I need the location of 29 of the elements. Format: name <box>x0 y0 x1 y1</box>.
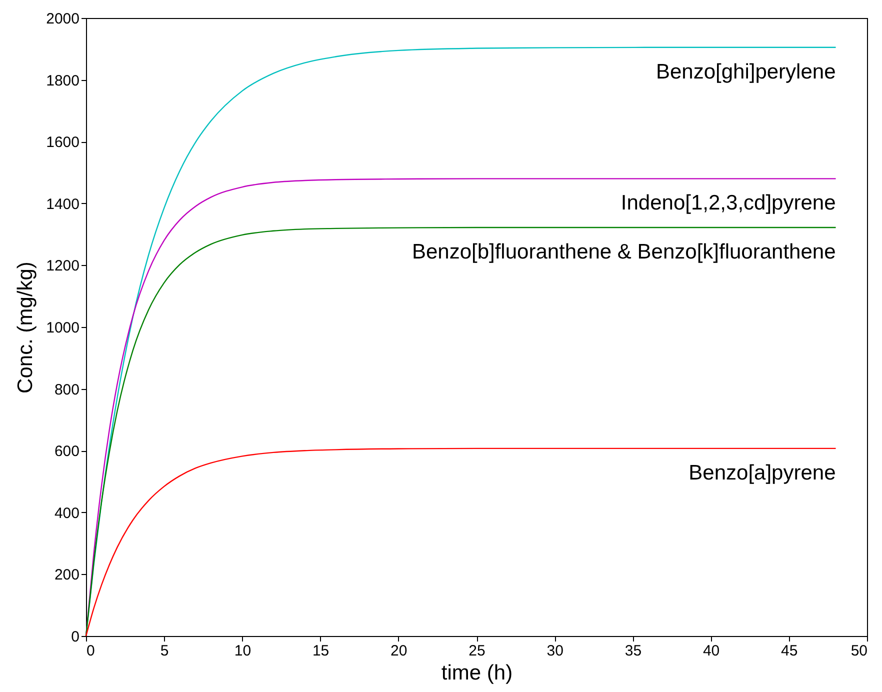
series-label: Indeno[1,2,3,cd]pyrene <box>620 192 836 215</box>
series-label: Benzo[a]pyrene <box>688 461 836 484</box>
y-tick-label: 800 <box>54 381 80 398</box>
x-tick-label: 10 <box>234 642 252 660</box>
x-tick-label: 50 <box>850 642 868 660</box>
y-tick-label: 1800 <box>46 72 80 90</box>
y-tick-label: 1600 <box>46 134 80 152</box>
y-tick-label: 600 <box>54 443 80 460</box>
x-tick-label: 35 <box>624 642 642 660</box>
y-tick-label: 400 <box>54 504 80 522</box>
x-tick-label: 0 <box>86 642 95 660</box>
x-tick-label: 40 <box>702 642 720 660</box>
x-tick-label: 25 <box>468 642 486 660</box>
y-tick-label: 1200 <box>46 258 80 275</box>
x-tick-label: 5 <box>160 642 169 660</box>
y-tick-label: 0 <box>71 628 80 646</box>
x-tick-label: 20 <box>390 642 408 660</box>
x-tick-label: 15 <box>312 642 330 660</box>
y-axis-title: Conc. (mg/kg) <box>14 262 38 394</box>
x-tick-label: 30 <box>546 642 564 660</box>
y-tick-label: 2000 <box>46 10 80 28</box>
series-label: Benzo[ghi]perylene <box>656 60 836 84</box>
line-series <box>85 448 836 637</box>
series-label: Benzo[b]fluoranthene & Benzo[k]fluoranthene <box>412 240 836 264</box>
y-tick-label: 1000 <box>46 320 80 336</box>
x-axis-title: time (h) <box>441 662 513 684</box>
y-tick-label: 1400 <box>46 196 80 213</box>
x-tick-label: 45 <box>781 642 798 660</box>
y-tick-label: 200 <box>54 566 80 584</box>
